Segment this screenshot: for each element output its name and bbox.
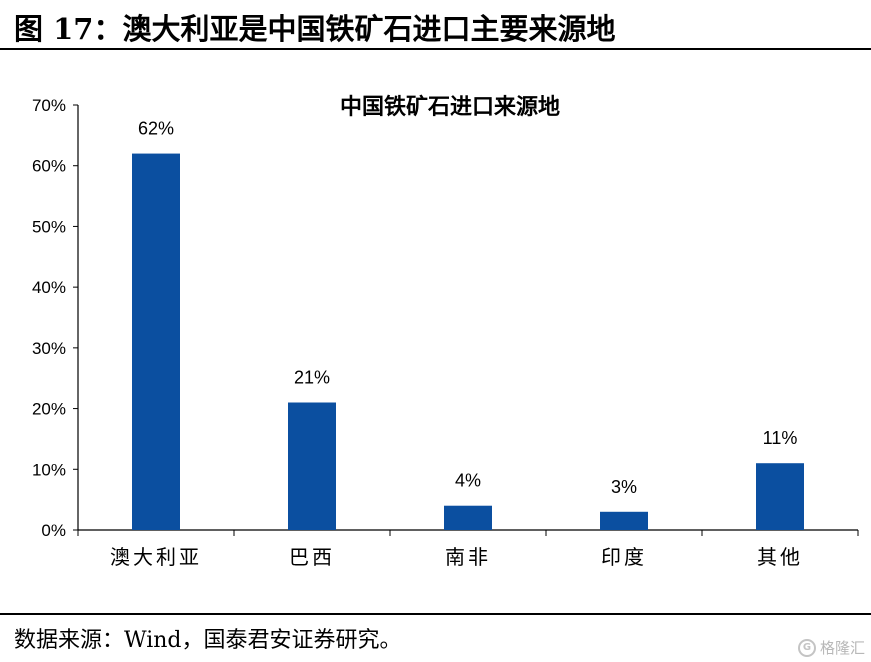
- category-label: 其他: [757, 545, 803, 569]
- data-label: 21%: [294, 368, 330, 388]
- data-label: 11%: [763, 428, 798, 448]
- chart-bars: 62% 21% 4% 3% 11%: [132, 119, 804, 531]
- top-rule: [0, 48, 871, 50]
- y-tick-label: 20%: [32, 400, 66, 419]
- y-tick-label: 0%: [41, 521, 66, 540]
- y-tick-label: 30%: [32, 339, 66, 358]
- bar: [600, 511, 648, 530]
- bar: [444, 505, 492, 530]
- category-label: 印度: [601, 545, 647, 569]
- data-label: 62%: [138, 119, 174, 139]
- y-tick-label: 70%: [32, 96, 66, 115]
- bottom-rule: [0, 613, 871, 615]
- source-note: 数据来源：Wind，国泰君安证券研究。: [14, 628, 402, 653]
- bar: [288, 402, 336, 530]
- bar: [132, 153, 180, 531]
- figure-title: 图 17：澳大利亚是中国铁矿石进口主要来源地: [14, 12, 616, 46]
- watermark-text: 格隆汇: [819, 639, 865, 657]
- watermark-logo-icon: G: [797, 638, 816, 657]
- data-label: 4%: [455, 471, 481, 491]
- bar: [756, 463, 804, 530]
- data-label: 3%: [611, 477, 637, 497]
- category-label: 南非: [445, 545, 491, 569]
- y-tick-label: 10%: [32, 460, 66, 479]
- y-tick-label: 40%: [32, 278, 66, 297]
- bar-chart: 0% 10% 20% 30% 40% 50% 60% 70% 澳大利亚 巴西 南非 印度 其他 62% 2…: [32, 94, 859, 569]
- category-label: 澳大利亚: [110, 545, 202, 569]
- chart-axes: 0% 10% 20% 30% 40% 50% 60% 70% 澳大利亚 巴西 南非 印度 其他: [32, 96, 859, 569]
- chart-title: 中国铁矿石进口来源地: [340, 94, 560, 120]
- y-tick-label: 60%: [32, 157, 66, 176]
- y-tick-label: 50%: [32, 217, 66, 236]
- watermark: G 格隆汇: [797, 637, 865, 658]
- category-label: 巴西: [289, 545, 335, 569]
